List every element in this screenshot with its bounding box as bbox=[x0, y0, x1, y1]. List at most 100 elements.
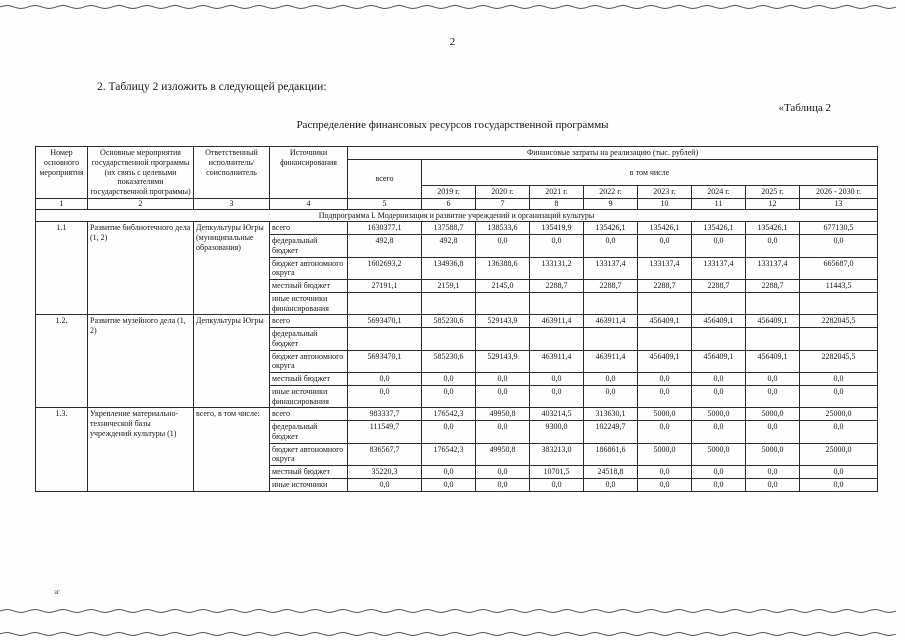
value-cell bbox=[475, 327, 530, 351]
funding-source-cell: бюджет автономного округа bbox=[269, 442, 348, 466]
page-number: 2 bbox=[449, 36, 456, 48]
value-cell: 35220,3 bbox=[347, 465, 422, 479]
year-header: 2020 г. bbox=[475, 185, 530, 199]
value-cell: 677130,5 bbox=[798, 221, 879, 235]
value-cell bbox=[529, 291, 584, 316]
value-cell: 134936,8 bbox=[421, 256, 476, 280]
value-cell: 492,8 bbox=[421, 234, 476, 258]
value-cell: 5693470,1 bbox=[347, 314, 422, 328]
column-number: 7 bbox=[475, 197, 530, 210]
value-cell: 135426,1 bbox=[691, 221, 746, 235]
value-cell: 0,0 bbox=[421, 420, 476, 444]
value-cell: 456409,1 bbox=[637, 349, 692, 373]
value-cell: 585230,6 bbox=[421, 314, 476, 328]
value-cell: 49950,8 bbox=[475, 442, 530, 466]
value-cell: 0,0 bbox=[347, 372, 422, 386]
value-cell: 1602693,2 bbox=[347, 256, 422, 280]
value-cell: 2145,0 bbox=[475, 279, 530, 293]
funding-source-cell: всего bbox=[269, 221, 348, 235]
value-cell: 836567,7 bbox=[347, 442, 422, 466]
value-cell: 0,0 bbox=[421, 384, 476, 409]
funding-source-cell: федеральный бюджет bbox=[269, 420, 348, 444]
value-cell: 0,0 bbox=[691, 477, 746, 492]
subprogram-title: Подпрограмма I. Модернизация и развитие … bbox=[34, 208, 879, 223]
value-cell: 5000,0 bbox=[637, 407, 692, 421]
value-cell: 0,0 bbox=[475, 465, 530, 479]
value-cell: 665687,0 bbox=[798, 256, 879, 280]
table-title: Распределение финансовых ресурсов госуда… bbox=[296, 119, 609, 131]
table-reference-label: «Таблица 2 bbox=[778, 102, 831, 114]
value-cell: 0,0 bbox=[798, 372, 879, 386]
activity-cell: Укрепление материально-технической базы … bbox=[87, 407, 194, 492]
value-cell: 0,0 bbox=[745, 477, 800, 492]
value-cell: 2288,7 bbox=[583, 279, 638, 293]
funding-source-cell: местный бюджет bbox=[269, 465, 348, 479]
value-cell: 27191,1 bbox=[347, 279, 422, 293]
column-number: 5 bbox=[347, 197, 422, 210]
value-cell bbox=[798, 327, 879, 351]
value-cell: 456409,1 bbox=[691, 349, 746, 373]
value-cell: 133137,4 bbox=[637, 256, 692, 280]
value-cell: 463911,4 bbox=[529, 314, 584, 328]
value-cell bbox=[421, 327, 476, 351]
value-cell bbox=[691, 291, 746, 316]
value-cell: 0,0 bbox=[475, 384, 530, 409]
value-cell: 0,0 bbox=[475, 477, 530, 492]
value-cell: 983337,7 bbox=[347, 407, 422, 421]
value-cell: 0,0 bbox=[798, 384, 879, 409]
value-cell: 138533,6 bbox=[475, 221, 530, 235]
value-cell: 5000,0 bbox=[745, 407, 800, 421]
value-cell: 5000,0 bbox=[691, 442, 746, 466]
value-cell bbox=[691, 327, 746, 351]
value-cell: 456409,1 bbox=[745, 349, 800, 373]
value-cell: 0,0 bbox=[529, 477, 584, 492]
funding-source-cell: местный бюджет bbox=[269, 279, 348, 293]
column-numbers-row: 1 2 3 4 5 6 7 8 9 10 11 12 13 bbox=[35, 197, 879, 210]
activity-cell: Развитие музейного дела (1, 2) bbox=[87, 314, 194, 409]
program-line-row: бюджет автономного округа 5693470,1 585230… bbox=[36, 349, 879, 373]
value-cell: 9300,0 bbox=[529, 420, 584, 444]
funding-source-cell: иные источники финансирования bbox=[269, 291, 348, 316]
value-cell: 2159,1 bbox=[421, 279, 476, 293]
value-cell: 176542,3 bbox=[421, 442, 476, 466]
value-cell: 0,0 bbox=[347, 477, 422, 492]
value-cell bbox=[745, 291, 800, 316]
column-number: 12 bbox=[745, 197, 800, 210]
value-cell: 2288,7 bbox=[691, 279, 746, 293]
column-number: 11 bbox=[691, 197, 746, 210]
value-cell: 0,0 bbox=[583, 384, 638, 409]
funding-source-cell: иные источники bbox=[269, 477, 348, 492]
value-cell: 2282045,5 bbox=[798, 349, 879, 373]
funding-source-cell: всего bbox=[269, 407, 348, 421]
funding-source-cell: бюджет автономного округа bbox=[269, 349, 348, 373]
value-cell: 0,0 bbox=[637, 465, 692, 479]
value-cell: 0,0 bbox=[347, 384, 422, 409]
value-cell: 492,8 bbox=[347, 234, 422, 258]
program-line-row: иные источники 0,0 0,0 0,0 0,0 0,0 0,0 0,0 0,0 0,… bbox=[36, 477, 879, 492]
program-line-row: федеральный бюджет 111549,7 0,0 0,0 9300,0 10… bbox=[36, 420, 879, 444]
value-cell: 0,0 bbox=[583, 234, 638, 258]
year-header: 2021 г. bbox=[529, 185, 584, 199]
program-line-row: бюджет автономного округа 1602693,2 134936… bbox=[36, 256, 879, 280]
value-cell: 133137,4 bbox=[745, 256, 800, 280]
value-cell bbox=[583, 291, 638, 316]
value-cell: 0,0 bbox=[691, 420, 746, 444]
value-cell: 0,0 bbox=[798, 465, 879, 479]
value-cell: 403214,5 bbox=[529, 407, 584, 421]
value-cell: 0,0 bbox=[798, 234, 879, 258]
value-cell: 0,0 bbox=[421, 477, 476, 492]
value-cell: 0,0 bbox=[637, 420, 692, 444]
finance-table: Номер основного мероприятия Основные мер… bbox=[34, 146, 879, 492]
column-number: 2 bbox=[87, 197, 194, 210]
header-total: всего bbox=[347, 158, 422, 199]
year-header: 2025 г. bbox=[745, 185, 800, 199]
value-cell: 0,0 bbox=[637, 477, 692, 492]
value-cell bbox=[475, 291, 530, 316]
funding-source-cell: федеральный бюджет bbox=[269, 327, 348, 351]
value-cell: 456409,1 bbox=[745, 314, 800, 328]
value-cell: 11443,5 bbox=[798, 279, 879, 293]
value-cell: 5000,0 bbox=[637, 442, 692, 466]
scan-edge-line-bottom-2 bbox=[0, 632, 897, 636]
value-cell: 0,0 bbox=[691, 372, 746, 386]
